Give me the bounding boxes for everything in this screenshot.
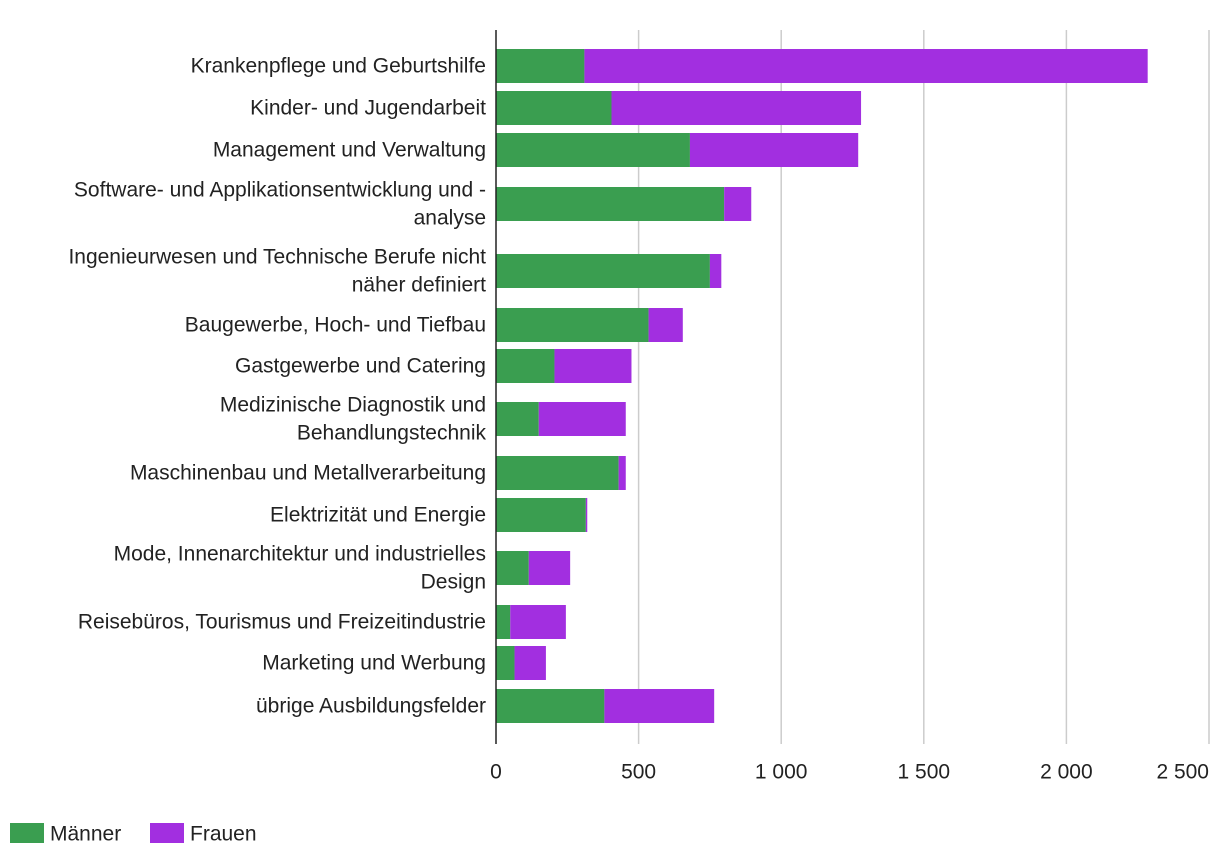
category-label: Medizinische Diagnostik und xyxy=(220,394,486,417)
bar-frauen xyxy=(689,133,859,167)
category-label: Elektrizität und Energie xyxy=(270,504,486,527)
x-tick-label: 1 000 xyxy=(755,761,808,784)
bar-maenner xyxy=(496,402,539,436)
category-label: Ingenieurwesen und Technische Berufe nic… xyxy=(68,246,486,269)
legend-swatch-frauen xyxy=(150,823,184,843)
category-label: Mode, Innenarchitektur und industrielles xyxy=(114,543,486,566)
bar-maenner xyxy=(496,349,555,383)
bar-maenner xyxy=(496,605,511,639)
x-tick-label: 2 500 xyxy=(1156,761,1209,784)
category-label: Behandlungstechnik xyxy=(297,422,487,445)
legend-label-frauen: Frauen xyxy=(190,823,257,846)
bar-maenner xyxy=(496,187,725,221)
category-label: Maschinenbau und Metallverarbeitung xyxy=(130,462,486,485)
x-tick-label: 500 xyxy=(621,761,656,784)
bar-frauen xyxy=(648,308,683,342)
bar-frauen xyxy=(618,456,626,490)
bar-frauen xyxy=(514,646,546,680)
bar-maenner xyxy=(496,646,515,680)
category-label: analyse xyxy=(414,207,486,230)
bar-frauen xyxy=(510,605,566,639)
category-label: Reisebüros, Tourismus und Freizeitindust… xyxy=(78,611,486,634)
category-label: Gastgewerbe und Catering xyxy=(235,355,486,378)
bar-frauen xyxy=(585,498,588,532)
bar-maenner xyxy=(496,133,690,167)
bar-frauen xyxy=(554,349,632,383)
category-label: Management und Verwaltung xyxy=(213,139,486,162)
x-axis-tick-labels: 0 500 1 000 1 500 2 000 2 500 xyxy=(490,761,1209,784)
legend-swatch-maenner xyxy=(10,823,44,843)
bar-frauen xyxy=(611,91,862,125)
bar-maenner xyxy=(496,91,612,125)
bar-maenner xyxy=(496,308,649,342)
bar-maenner xyxy=(496,456,619,490)
legend-label-maenner: Männer xyxy=(50,823,121,846)
x-tick-label: 1 500 xyxy=(898,761,951,784)
bar-maenner xyxy=(496,498,586,532)
x-tick-label: 0 xyxy=(490,761,502,784)
bar-maenner xyxy=(496,551,529,585)
category-label: Design xyxy=(421,571,486,594)
legend: Männer Frauen xyxy=(10,823,257,846)
category-label: näher definiert xyxy=(352,274,486,297)
bars xyxy=(496,49,1148,723)
bar-frauen xyxy=(709,254,722,288)
bar-frauen xyxy=(604,689,715,723)
bar-frauen xyxy=(724,187,752,221)
bar-frauen xyxy=(584,49,1148,83)
bar-maenner xyxy=(496,254,710,288)
bar-maenner xyxy=(496,49,585,83)
category-label: übrige Ausbildungsfelder xyxy=(256,695,486,718)
x-tick-label: 2 000 xyxy=(1040,761,1093,784)
category-label: Krankenpflege und Geburtshilfe xyxy=(191,55,486,78)
category-label: Marketing und Werbung xyxy=(262,652,486,675)
bar-frauen xyxy=(528,551,571,585)
category-label: Software- und Applikationsentwicklung un… xyxy=(74,179,486,202)
category-label: Kinder- und Jugendarbeit xyxy=(250,97,486,120)
bar-maenner xyxy=(496,689,605,723)
bar-frauen xyxy=(538,402,626,436)
category-labels: Krankenpflege und Geburtshilfe Kinder- un… xyxy=(68,55,486,718)
category-label: Baugewerbe, Hoch- und Tiefbau xyxy=(185,314,486,337)
